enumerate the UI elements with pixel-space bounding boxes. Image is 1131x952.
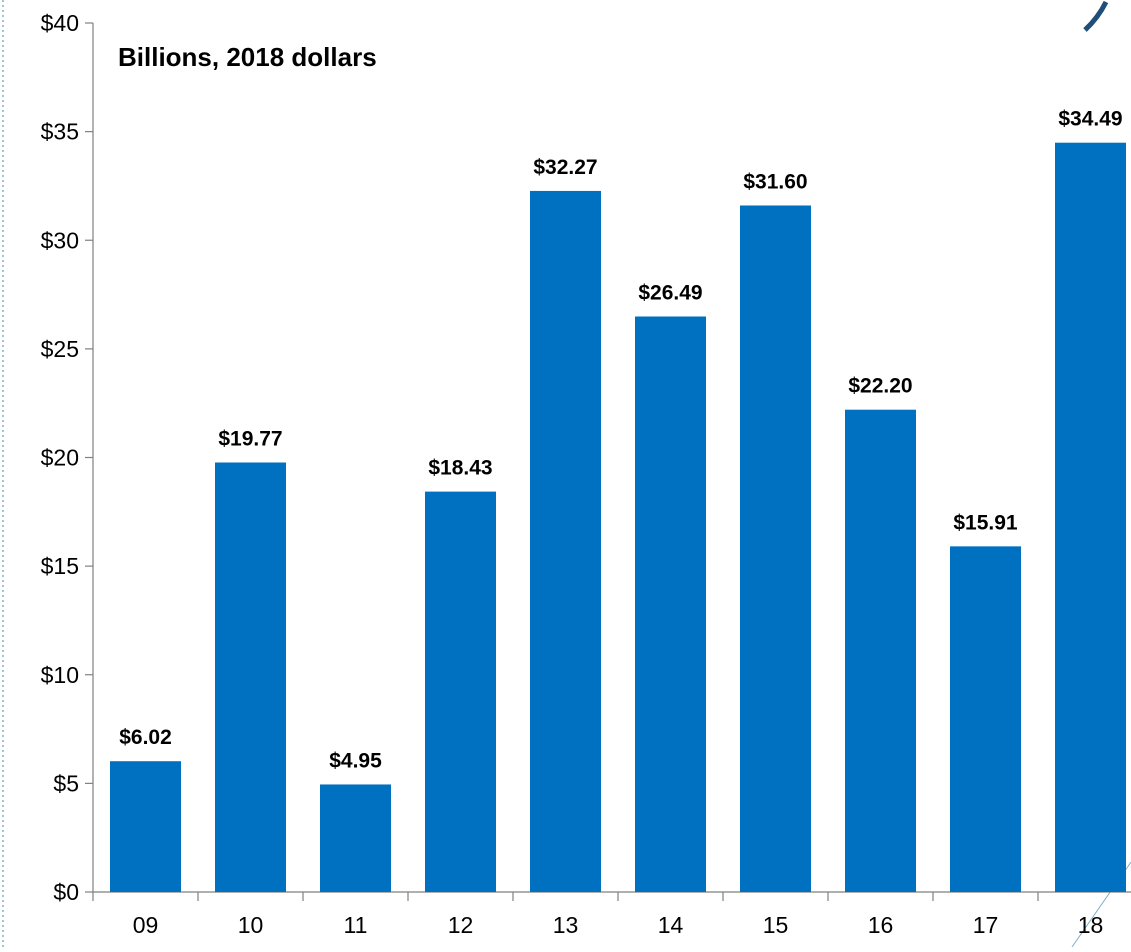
x-tick-label: 18	[1078, 912, 1104, 938]
x-tick-label: 11	[344, 912, 368, 938]
bar-14	[635, 316, 706, 892]
axes: $0 $5 $10 $15 $20 $25 $30 $35 $40 09 10 11 12 13 14 15 1…	[41, 10, 1131, 938]
data-label-18: $34.49	[1058, 108, 1122, 131]
bar-10	[215, 462, 286, 892]
x-tick-label: 17	[973, 912, 999, 938]
y-tick-label: $15	[41, 553, 79, 579]
x-tick-label: 09	[133, 912, 159, 938]
x-tick-label: 14	[658, 912, 684, 938]
bar-16	[845, 409, 916, 892]
bar-09	[110, 761, 181, 892]
bar-12	[425, 491, 496, 892]
y-tick-label: $20	[41, 445, 79, 471]
bar-13	[530, 190, 601, 892]
data-label-12: $18.43	[428, 457, 492, 480]
bar-11	[320, 784, 391, 892]
corner-arc-decoration	[1083, 0, 1109, 32]
data-label-10: $19.77	[218, 427, 282, 450]
data-label-11: $4.95	[329, 749, 382, 772]
chart-subtitle: Billions, 2018 dollars	[118, 42, 377, 72]
data-labels: $6.02 $19.77 $4.95 $18.43 $32.27 $26.49 $31.60…	[119, 108, 1122, 773]
x-tick-label: 12	[448, 912, 474, 938]
y-tick-label: $5	[53, 770, 79, 796]
bar-17	[950, 546, 1021, 892]
x-tick-label: 15	[763, 912, 789, 938]
bars	[110, 142, 1126, 893]
y-tick-label: $10	[41, 662, 79, 688]
bar-15	[740, 205, 811, 893]
data-label-09: $6.02	[119, 726, 172, 749]
data-label-14: $26.49	[638, 282, 702, 305]
y-tick-label: $35	[41, 119, 79, 145]
y-tick-label: $30	[41, 227, 79, 253]
y-tick-label: $40	[41, 10, 79, 36]
x-tick-label: 13	[553, 912, 579, 938]
bar-18	[1055, 142, 1126, 893]
data-label-17: $15.91	[953, 511, 1018, 534]
x-tick-label: 10	[238, 912, 264, 938]
y-tick-label: $0	[53, 879, 79, 905]
x-tick-label: 16	[868, 912, 894, 938]
data-label-15: $31.60	[743, 170, 807, 193]
data-label-13: $32.27	[533, 156, 597, 179]
data-label-16: $22.20	[848, 375, 912, 398]
y-tick-label: $25	[41, 336, 79, 362]
